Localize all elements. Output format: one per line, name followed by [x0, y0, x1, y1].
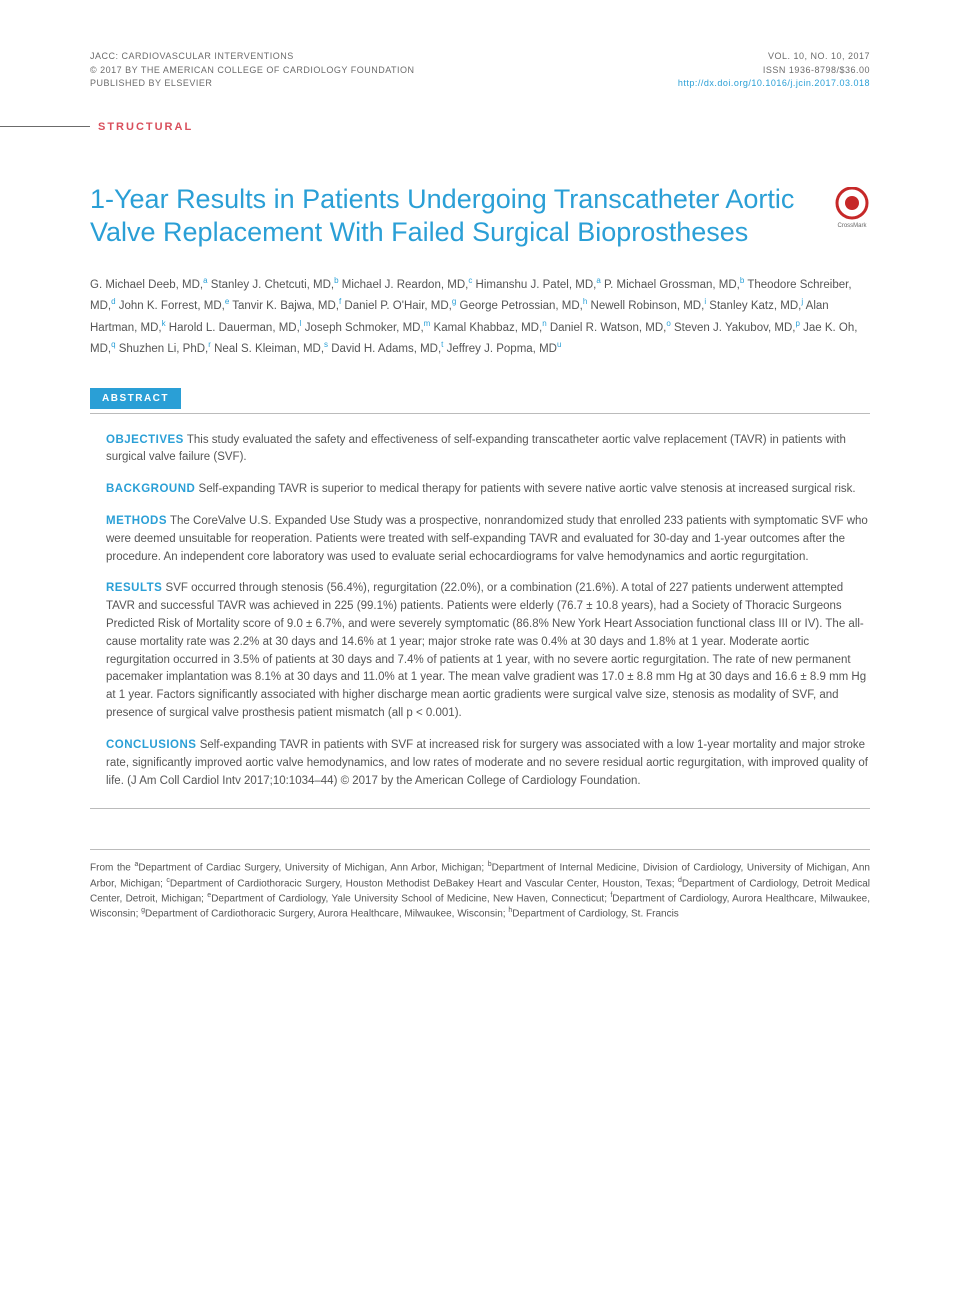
abstract-text: Self-expanding TAVR is superior to medic…: [199, 483, 856, 495]
abstract-text: This study evaluated the safety and effe…: [106, 434, 846, 464]
author-list: G. Michael Deeb, MD,a Stanley J. Chetcut…: [90, 274, 870, 360]
abstract-box: OBJECTIVES This study evaluated the safe…: [90, 413, 870, 810]
section-label: STRUCTURAL: [98, 121, 193, 133]
abstract-badge: ABSTRACT: [90, 388, 181, 409]
crossmark-icon[interactable]: CrossMark: [834, 187, 870, 223]
abstract-conclusions: CONCLUSIONS Self-expanding TAVR in patie…: [106, 737, 870, 790]
affiliations-rule: [90, 849, 870, 850]
abstract-heading: CONCLUSIONS: [106, 739, 196, 751]
publisher-line: PUBLISHED BY ELSEVIER: [90, 77, 415, 91]
abstract-heading: OBJECTIVES: [106, 434, 184, 446]
abstract-text: The CoreValve U.S. Expanded Use Study wa…: [106, 515, 868, 563]
abstract-background: BACKGROUND Self-expanding TAVR is superi…: [106, 481, 870, 499]
header-left: JACC: CARDIOVASCULAR INTERVENTIONS © 201…: [90, 50, 415, 91]
header-right: VOL. 10, NO. 10, 2017 ISSN 1936-8798/$36…: [678, 50, 870, 91]
abstract-heading: BACKGROUND: [106, 483, 195, 495]
abstract-text: SVF occurred through stenosis (56.4%), r…: [106, 582, 866, 719]
running-header: JACC: CARDIOVASCULAR INTERVENTIONS © 201…: [90, 50, 870, 91]
issn-line: ISSN 1936-8798/$36.00: [678, 64, 870, 78]
title-row: 1-Year Results in Patients Undergoing Tr…: [90, 183, 870, 251]
abstract-container: ABSTRACT OBJECTIVES This study evaluated…: [90, 388, 870, 810]
article-title: 1-Year Results in Patients Undergoing Tr…: [90, 183, 834, 251]
svg-text:CrossMark: CrossMark: [837, 223, 867, 229]
abstract-results: RESULTS SVF occurred through stenosis (5…: [106, 580, 870, 723]
affiliations: From the aDepartment of Cardiac Surgery,…: [90, 860, 870, 921]
doi-link[interactable]: http://dx.doi.org/10.1016/j.jcin.2017.03…: [678, 77, 870, 91]
volume-issue: VOL. 10, NO. 10, 2017: [678, 50, 870, 64]
section-label-row: STRUCTURAL: [0, 121, 870, 133]
abstract-heading: RESULTS: [106, 582, 162, 594]
abstract-methods: METHODS The CoreValve U.S. Expanded Use …: [106, 513, 870, 566]
section-rule: [0, 126, 90, 127]
abstract-text: Self-expanding TAVR in patients with SVF…: [106, 739, 868, 787]
copyright-line: © 2017 BY THE AMERICAN COLLEGE OF CARDIO…: [90, 64, 415, 78]
journal-name: JACC: CARDIOVASCULAR INTERVENTIONS: [90, 50, 415, 64]
abstract-heading: METHODS: [106, 515, 167, 527]
abstract-objectives: OBJECTIVES This study evaluated the safe…: [106, 432, 870, 468]
